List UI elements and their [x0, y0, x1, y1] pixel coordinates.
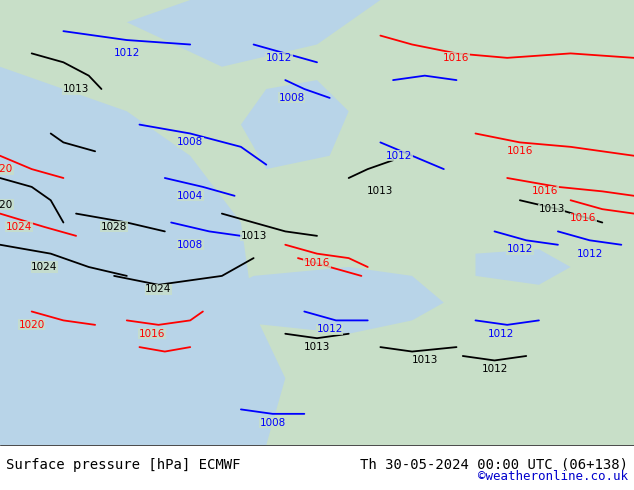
Text: 1008: 1008 — [177, 137, 204, 147]
Polygon shape — [0, 67, 285, 445]
Text: 1008: 1008 — [259, 418, 286, 428]
Text: 1016: 1016 — [532, 186, 559, 196]
Polygon shape — [209, 267, 444, 334]
Text: 1020: 1020 — [18, 320, 45, 330]
Polygon shape — [241, 80, 349, 169]
Text: 1016: 1016 — [304, 258, 330, 268]
Text: Surface pressure [hPa] ECMWF: Surface pressure [hPa] ECMWF — [6, 458, 241, 471]
Text: 1016: 1016 — [443, 53, 470, 63]
Text: 1024: 1024 — [31, 262, 58, 272]
Text: 1012: 1012 — [316, 324, 343, 334]
Polygon shape — [476, 249, 571, 285]
Text: 1013: 1013 — [240, 231, 267, 241]
Text: 1012: 1012 — [507, 244, 533, 254]
Text: 1012: 1012 — [481, 365, 508, 374]
Text: 1012: 1012 — [576, 248, 603, 259]
Text: 1012: 1012 — [266, 53, 292, 63]
Text: 1012: 1012 — [113, 49, 140, 58]
Text: 1013: 1013 — [63, 84, 89, 94]
Text: 1024: 1024 — [6, 222, 32, 232]
Text: 1013: 1013 — [367, 186, 394, 196]
Text: 1008: 1008 — [177, 240, 204, 250]
Text: 1013: 1013 — [538, 204, 565, 214]
Text: 1013: 1013 — [411, 355, 438, 366]
Text: 1020: 1020 — [0, 200, 13, 210]
Text: Th 30-05-2024 00:00 UTC (06+138): Th 30-05-2024 00:00 UTC (06+138) — [359, 458, 628, 471]
Text: 1016: 1016 — [507, 147, 533, 156]
Text: 1012: 1012 — [488, 329, 514, 339]
Text: 1024: 1024 — [145, 284, 172, 294]
Text: 1016: 1016 — [570, 213, 597, 223]
Text: ©weatheronline.co.uk: ©weatheronline.co.uk — [477, 470, 628, 483]
Text: 1008: 1008 — [278, 93, 305, 103]
Text: 1028: 1028 — [101, 222, 127, 232]
Polygon shape — [127, 0, 380, 67]
Text: 1012: 1012 — [386, 151, 413, 161]
Text: 1013: 1013 — [304, 342, 330, 352]
Text: 1020: 1020 — [0, 164, 13, 174]
Text: 1016: 1016 — [139, 329, 165, 339]
Text: 1004: 1004 — [177, 191, 204, 201]
